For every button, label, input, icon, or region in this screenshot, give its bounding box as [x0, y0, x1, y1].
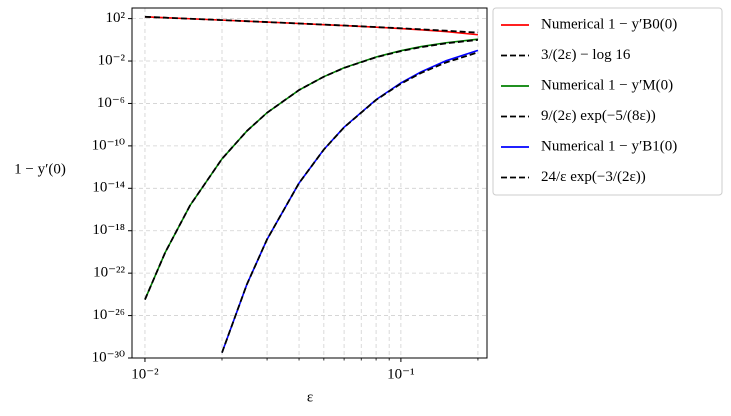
x-tick-label: 10⁻²	[131, 366, 159, 382]
y-axis-label: 1 − y′(0)	[14, 161, 66, 177]
legend-label: 3/(2ε) − log 16	[541, 47, 631, 63]
y-tick-label: 10⁻¹⁸	[92, 222, 125, 238]
y-tick-label: 10⁻⁶	[97, 95, 125, 111]
y-tick-label: 10⁻²	[98, 52, 126, 68]
y-tick-label: 10⁻³⁰	[92, 349, 125, 365]
series-line	[221, 49, 479, 353]
x-axis-label: ε	[307, 389, 313, 405]
legend-label: Numerical 1 − y′B1(0)	[541, 138, 677, 154]
legend-label: Numerical 1 − y′M(0)	[541, 77, 673, 93]
series-line	[144, 38, 479, 300]
y-tick-label: 10⁻²⁶	[92, 307, 125, 323]
legend-label: 24/ε exp(−3/(2ε))	[541, 169, 646, 185]
series-line	[144, 38, 479, 300]
legend-label: Numerical 1 − y′B0(0)	[541, 16, 677, 32]
y-tick-label: 10⁻²²	[93, 265, 125, 281]
plot-frame	[131, 7, 488, 359]
series-line	[221, 51, 479, 353]
x-tick-label: 10⁻¹	[387, 366, 414, 382]
y-tick-label: 10⁻¹⁰	[92, 137, 125, 153]
legend-box	[492, 7, 723, 196]
y-tick-label: 10⁻¹⁴	[92, 180, 125, 196]
legend-label: 9/(2ε) exp(−5/(8ε))	[541, 108, 656, 124]
y-tick-label: 10²	[106, 10, 126, 26]
series-line	[144, 15, 478, 34]
